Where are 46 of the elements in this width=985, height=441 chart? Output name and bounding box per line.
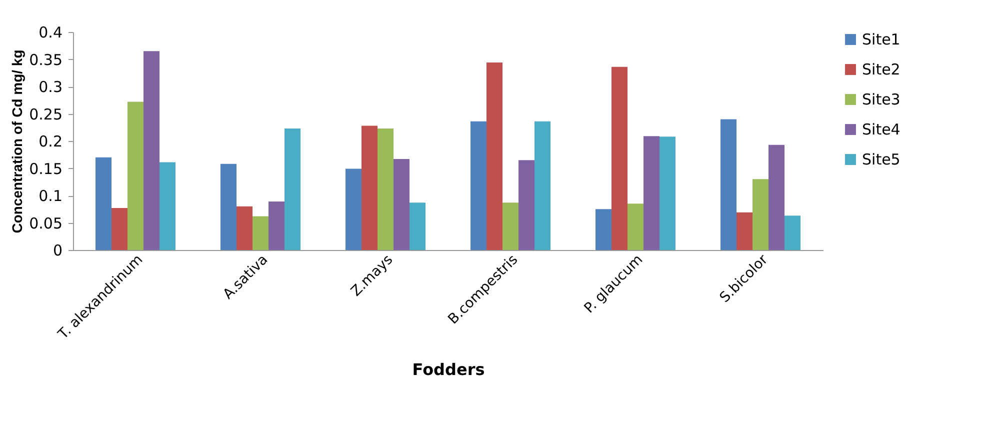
- legend-label: Site5: [862, 150, 900, 168]
- legend-label: Site3: [862, 90, 900, 108]
- bar: [628, 204, 644, 250]
- bar: [378, 128, 394, 250]
- bar: [128, 102, 144, 250]
- bar: [644, 136, 660, 250]
- bar: [252, 216, 268, 250]
- bar: [752, 179, 768, 250]
- y-tick-label: 0.05: [29, 214, 62, 232]
- bar: [160, 162, 176, 250]
- y-tick-label: 0.25: [29, 105, 62, 124]
- bar: [486, 62, 502, 250]
- legend-label: Site1: [862, 30, 900, 48]
- bar: [612, 66, 628, 250]
- bar: [768, 144, 784, 250]
- bar: [96, 157, 112, 250]
- bar: [362, 126, 378, 250]
- x-axis-title: Fodders: [412, 360, 485, 379]
- legend-label: Site4: [862, 120, 900, 138]
- bar: [518, 160, 534, 250]
- bar: [144, 51, 160, 250]
- bar: [534, 121, 550, 250]
- y-tick-label: 0.35: [29, 50, 62, 69]
- y-tick-label: 0.15: [29, 160, 62, 178]
- bar: [596, 209, 612, 250]
- y-tick-label: 0.2: [38, 132, 62, 150]
- bar: [112, 208, 128, 250]
- y-tick-label: 0.4: [38, 24, 62, 42]
- bar: [720, 119, 736, 250]
- legend-label: Site2: [862, 60, 900, 78]
- bar: [736, 212, 752, 250]
- bar: [346, 168, 362, 250]
- y-tick-label: 0.3: [38, 78, 62, 96]
- bar: [410, 202, 426, 250]
- bar: [220, 164, 236, 250]
- bar: [394, 158, 410, 250]
- bar: [268, 201, 284, 250]
- bar: [236, 206, 252, 250]
- y-tick-label: 0.1: [38, 187, 62, 205]
- y-tick-label: 0: [52, 242, 62, 260]
- bar: [660, 136, 676, 250]
- bar: [470, 121, 486, 250]
- bar: [784, 216, 800, 250]
- bar: [502, 202, 518, 250]
- y-axis-title: Concentration of Cd mg/ kg: [9, 50, 26, 234]
- bar: [284, 128, 300, 250]
